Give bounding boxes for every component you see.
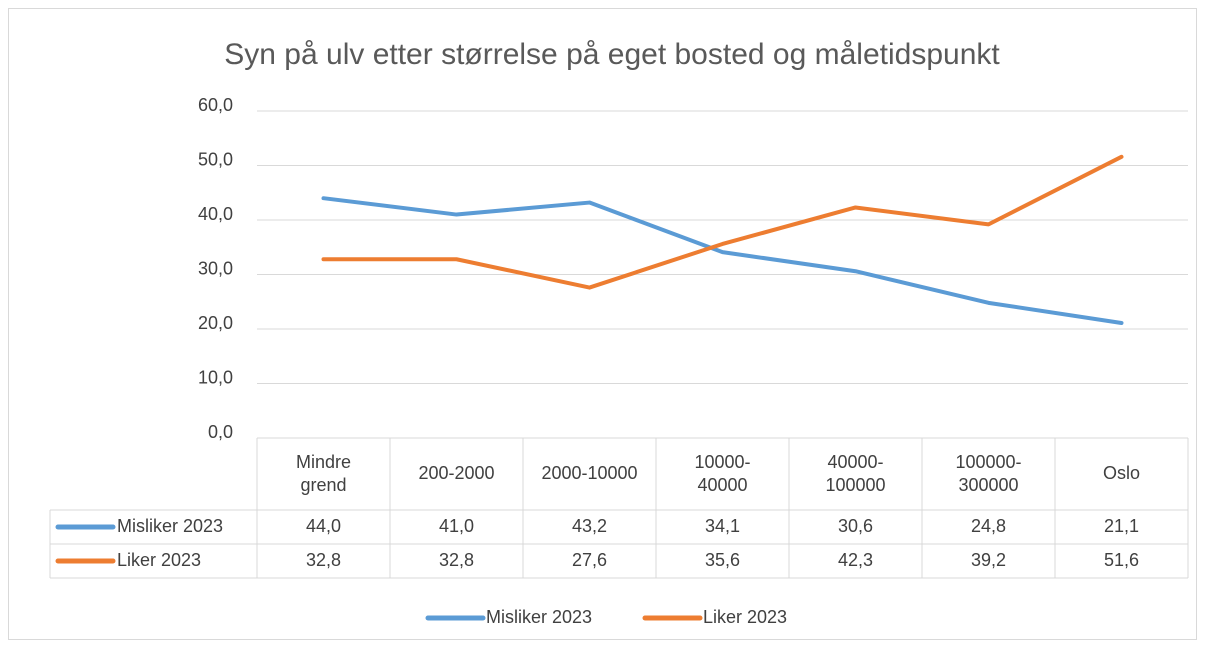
table-value: 43,2 bbox=[572, 516, 607, 536]
x-tick-label: 200-2000 bbox=[418, 463, 494, 483]
legend-label: Liker 2023 bbox=[703, 607, 787, 627]
x-tick-label: Mindre grend bbox=[296, 452, 351, 495]
series-line bbox=[321, 154, 1124, 290]
table-value: 44,0 bbox=[306, 516, 341, 536]
table-value: 27,6 bbox=[572, 550, 607, 570]
x-tick-label: 100000-300000 bbox=[955, 452, 1021, 495]
table-value: 42,3 bbox=[838, 550, 873, 570]
table-value: 39,2 bbox=[971, 550, 1006, 570]
table-value: 21,1 bbox=[1104, 516, 1139, 536]
table-value: 30,6 bbox=[838, 516, 873, 536]
table-value: 24,8 bbox=[971, 516, 1006, 536]
x-tick-label: Oslo bbox=[1103, 463, 1140, 483]
table-row-label: Misliker 2023 bbox=[117, 516, 223, 536]
table-value: 51,6 bbox=[1104, 550, 1139, 570]
table-value: 34,1 bbox=[705, 516, 740, 536]
series-line bbox=[321, 196, 1124, 326]
legend-label: Misliker 2023 bbox=[486, 607, 592, 627]
table-value: 41,0 bbox=[439, 516, 474, 536]
y-tick-label: 0,0 bbox=[208, 422, 233, 442]
table-value: 32,8 bbox=[439, 550, 474, 570]
chart-title: Syn på ulv etter størrelse på eget boste… bbox=[224, 38, 1000, 71]
y-tick-label: 60,0 bbox=[198, 95, 233, 115]
y-tick-label: 50,0 bbox=[198, 149, 233, 169]
y-tick-label: 10,0 bbox=[198, 367, 233, 387]
table-value: 32,8 bbox=[306, 550, 341, 570]
x-tick-label: 40000-100000 bbox=[825, 452, 885, 495]
table-row-label: Liker 2023 bbox=[117, 550, 201, 570]
x-tick-label: 10000-40000 bbox=[694, 452, 750, 495]
y-tick-label: 20,0 bbox=[198, 313, 233, 333]
x-tick-label: 2000-10000 bbox=[541, 463, 637, 483]
y-tick-label: 40,0 bbox=[198, 204, 233, 224]
chart-border bbox=[8, 8, 1197, 640]
y-tick-label: 30,0 bbox=[198, 258, 233, 278]
table-value: 35,6 bbox=[705, 550, 740, 570]
